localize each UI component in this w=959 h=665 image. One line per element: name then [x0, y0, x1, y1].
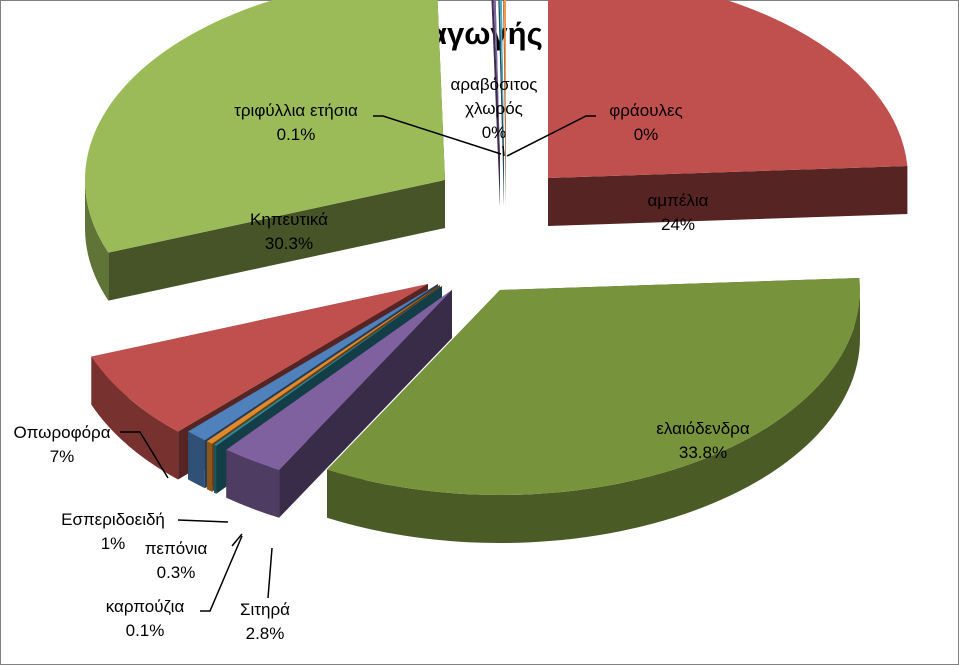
leader-line — [120, 431, 169, 479]
slice-wall — [548, 166, 908, 226]
slice-top — [327, 278, 860, 495]
slice-αμπέλια — [548, 0, 908, 226]
data-label: Εσπεριδοειδή 1% — [61, 510, 165, 553]
slice-wall — [108, 180, 445, 301]
slice-side — [214, 444, 217, 494]
slice-top — [548, 0, 908, 178]
data-label: Κηπευτικά 30.3% — [250, 210, 328, 253]
slice-side — [206, 441, 213, 492]
slice-top — [214, 286, 442, 446]
slice-side — [91, 356, 179, 480]
data-label: ελαιόδενδρα 33.8% — [656, 419, 750, 462]
data-label: Οπωροφόρα 7% — [13, 423, 110, 466]
data-label: Σιτηρά 2.8% — [240, 600, 290, 643]
leader-line — [231, 533, 243, 547]
data-label: αμπέλια 24% — [647, 191, 708, 234]
leader-line — [200, 535, 243, 612]
slice-top — [91, 284, 428, 432]
data-label: αραβόσιτος χλωρός 0% — [451, 75, 538, 142]
data-label: καρπούζια 0.1% — [106, 597, 185, 640]
slice-side — [226, 449, 280, 518]
data-label: πεπόνια 0.3% — [145, 539, 208, 582]
slice-side — [327, 290, 860, 543]
slice-top — [206, 285, 440, 444]
leader-line — [506, 115, 596, 157]
slice-top — [503, 0, 506, 158]
leader-line — [502, 145, 505, 157]
data-label: τριφύλλια ετήσια 0.1% — [234, 101, 358, 144]
slice-side — [85, 180, 109, 301]
slice-top — [188, 284, 438, 441]
slice-φράουλες — [503, 0, 506, 206]
leader-line — [373, 115, 502, 155]
slice-top — [85, 0, 445, 253]
leader-line — [267, 547, 273, 599]
slice-Σιτηρά — [226, 290, 452, 518]
leader-line — [177, 519, 229, 523]
slice-top — [499, 0, 504, 158]
slice-top — [226, 290, 452, 470]
slice-τριφύλλια-ετήσια — [491, 0, 500, 206]
slice-side — [188, 431, 205, 489]
slice-Κηπευτικά — [85, 0, 445, 301]
data-label: φράουλες 0% — [609, 101, 683, 144]
slice-ελαιόδενδρα — [327, 278, 860, 543]
slice-wall — [491, 0, 500, 206]
slice-wall — [503, 0, 506, 206]
slice-wall — [498, 0, 504, 206]
